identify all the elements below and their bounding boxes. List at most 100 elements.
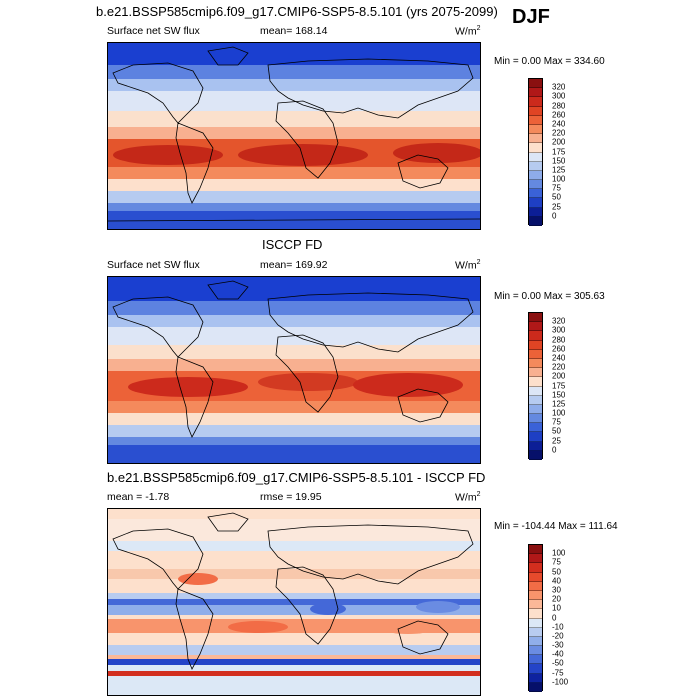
panel2-colorbar-swatch xyxy=(529,386,542,396)
panel3-colorbar-swatch xyxy=(529,572,542,582)
panel2-colorbar-swatch xyxy=(529,322,542,332)
panel3-colorbar-swatch xyxy=(529,590,542,601)
colorbar-tick-label: 320 xyxy=(552,82,566,92)
panel1-map xyxy=(107,42,481,230)
panel1-colorbar-swatch xyxy=(529,180,542,190)
colorbar-tick-label: 0 xyxy=(552,445,557,455)
panel3-colorbar-swatch xyxy=(529,581,542,591)
panel2-colorbar-swatch xyxy=(529,368,542,378)
panel1-colorbar-swatch xyxy=(529,143,542,153)
colorbar-tick-label: 40 xyxy=(552,576,561,586)
panel1-colorbar-swatch xyxy=(529,189,542,199)
panel3-colorbar-swatch xyxy=(529,627,542,637)
panel2-units-label: W/m2 xyxy=(455,259,481,272)
colorbar-tick-label: 280 xyxy=(552,335,566,345)
panel3-units-label: W/m2 xyxy=(455,491,481,504)
colorbar-tick-label: 0 xyxy=(552,211,557,221)
colorbar-tick-label: 75 xyxy=(552,183,561,193)
colorbar-tick-label: 260 xyxy=(552,110,566,120)
colorbar-tick-label: 300 xyxy=(552,325,566,335)
panel3-minmax: Min = -104.44 Max = 111.64 xyxy=(494,521,618,532)
panel2-colorbar-swatch xyxy=(529,358,542,369)
colorbar-tick-label: -20 xyxy=(552,631,564,641)
panel2-title: ISCCP FD xyxy=(262,237,323,252)
panel2-colorbar-swatch xyxy=(529,432,542,442)
panel2-variable-label: Surface net SW flux xyxy=(107,259,200,271)
colorbar-tick-label: -100 xyxy=(552,677,569,687)
colorbar-tick-label: 220 xyxy=(552,128,566,138)
panel1-mean-label: mean= 168.14 xyxy=(260,25,328,37)
colorbar-tick-label: 25 xyxy=(552,202,561,212)
panel2-colorbar-swatch xyxy=(529,404,542,415)
colorbar-tick-label: 10 xyxy=(552,603,561,613)
panel1-variable-label: Surface net SW flux xyxy=(107,25,200,37)
panel3-colorbar-swatch xyxy=(529,682,542,692)
panel1-colorbar-swatch xyxy=(529,134,542,144)
colorbar-tick-label: 25 xyxy=(552,436,561,446)
panel1-colorbar-swatch xyxy=(529,79,542,89)
panel2-colorbar-swatch xyxy=(529,450,542,460)
panel2-map-field xyxy=(108,277,480,463)
panel1-title: b.e21.BSSP585cmip6.f09_g17.CMIP6-SSP5-8.… xyxy=(96,4,498,19)
colorbar-tick-label: 100 xyxy=(552,408,566,418)
panel1-colorbar xyxy=(528,78,543,226)
panel1-colorbar-swatch xyxy=(529,152,542,162)
panel1-colorbar-swatch xyxy=(529,106,542,116)
panel1-colorbar-swatch xyxy=(529,207,542,217)
colorbar-tick-label: 175 xyxy=(552,147,566,156)
panel3-title: b.e21.BSSP585cmip6.f09_g17.CMIP6-SSP5-8.… xyxy=(107,470,486,485)
colorbar-tick-label: 100 xyxy=(552,174,566,184)
panel3-colorbar-swatch xyxy=(529,609,542,619)
colorbar-tick-label: 280 xyxy=(552,101,566,111)
panel1-colorbar-swatch xyxy=(529,170,542,181)
panel3-colorbar-swatch xyxy=(529,636,542,647)
panel3-colorbar-swatch xyxy=(529,673,542,683)
colorbar-tick-label: 150 xyxy=(552,156,566,166)
panel1-minmax: Min = 0.00 Max = 334.60 xyxy=(494,56,605,67)
colorbar-tick-label: 125 xyxy=(552,399,566,409)
colorbar-tick-label: 260 xyxy=(552,344,566,354)
colorbar-tick-label: 175 xyxy=(552,381,566,390)
colorbar-tick-label: 50 xyxy=(552,426,561,436)
colorbar-tick-label: -75 xyxy=(552,668,564,678)
colorbar-tick-label: 30 xyxy=(552,585,561,595)
panel2-colorbar-swatch xyxy=(529,331,542,341)
colorbar-tick-label: 20 xyxy=(552,594,561,604)
panel2-colorbar-swatch xyxy=(529,377,542,387)
colorbar-tick-label: 50 xyxy=(552,567,561,577)
panel3-map-field xyxy=(108,509,480,695)
colorbar-tick-label: 240 xyxy=(552,353,566,363)
panel2-mean-label: mean= 169.92 xyxy=(260,259,328,271)
panel3-colorbar-swatch xyxy=(529,618,542,628)
panel3-colorbar-swatch xyxy=(529,545,542,555)
panel1-colorbar-swatch xyxy=(529,115,542,125)
colorbar-tick-label: -40 xyxy=(552,649,564,659)
panel3-colorbar-swatch xyxy=(529,646,542,656)
panel1-colorbar-swatch xyxy=(529,88,542,98)
colorbar-tick-label: 150 xyxy=(552,390,566,400)
panel3-colorbar-swatch xyxy=(529,600,542,610)
panel3-rmse-label: rmse = 19.95 xyxy=(260,491,322,503)
panel2-colorbar-swatch xyxy=(529,395,542,405)
season-label: DJF xyxy=(512,6,550,28)
panel2-colorbar xyxy=(528,312,543,460)
panel3-map xyxy=(107,508,481,696)
panel1-colorbar-swatch xyxy=(529,198,542,208)
colorbar-tick-label: 320 xyxy=(552,316,566,326)
colorbar-tick-label: 50 xyxy=(552,192,561,202)
colorbar-tick-label: 200 xyxy=(552,371,566,381)
panel2-colorbar-swatch xyxy=(529,340,542,350)
colorbar-tick-label: 220 xyxy=(552,362,566,372)
colorbar-tick-label: 240 xyxy=(552,119,566,129)
colorbar-tick-label: 200 xyxy=(552,137,566,147)
panel3-colorbar-swatch xyxy=(529,655,542,665)
colorbar-tick-label: 0 xyxy=(552,613,557,622)
panel1-colorbar-swatch xyxy=(529,124,542,135)
panel1-colorbar-swatch xyxy=(529,216,542,226)
panel3-colorbar-swatch xyxy=(529,563,542,573)
panel2-map xyxy=(107,276,481,464)
panel1-units-label: W/m2 xyxy=(455,25,481,38)
panel1-colorbar-swatch xyxy=(529,97,542,107)
panel2-colorbar-swatch xyxy=(529,414,542,424)
panel2-colorbar-swatch xyxy=(529,349,542,359)
